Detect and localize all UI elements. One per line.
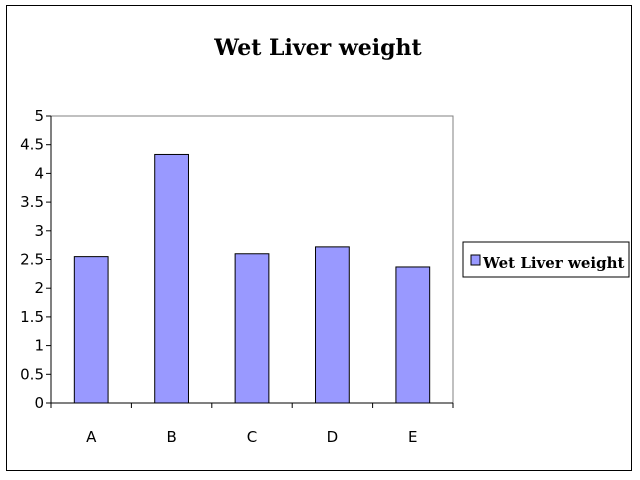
x-tick-label: A: [86, 428, 97, 446]
x-tick-label: D: [327, 428, 339, 446]
bars: [73, 153, 431, 404]
y-tick-label: 3.5: [20, 193, 44, 211]
legend-swatch: [470, 254, 481, 266]
x-tick-label: E: [408, 428, 417, 446]
legend-box: [462, 241, 630, 278]
y-tick-label: 1.5: [20, 308, 44, 326]
y-tick-label: 4: [34, 164, 44, 182]
x-tick-label: B: [166, 428, 176, 446]
y-tick-label: 0.5: [20, 365, 44, 383]
bar-a: [73, 256, 109, 404]
y-tick-label: 3: [34, 222, 44, 240]
y-tick-label: 2: [34, 279, 44, 297]
y-tick-label: 5: [34, 107, 44, 125]
y-tick-label: 2.5: [20, 251, 44, 269]
y-tick-label: 0: [34, 394, 44, 412]
bar-e: [395, 266, 431, 404]
bar-d: [315, 246, 350, 404]
bar-b: [154, 153, 189, 404]
x-axis-ticks: A B C D E: [50, 403, 454, 446]
x-tick-label: C: [247, 428, 257, 446]
legend-label: Wet Liver weight: [482, 254, 624, 272]
bar-c: [234, 253, 270, 404]
legend: Wet Liver weight: [462, 241, 630, 278]
y-tick-label: 1: [34, 337, 44, 355]
y-tick-label: 4.5: [20, 136, 44, 154]
y-axis-ticks: 0 0.5 1 1.5 2 2.5 3 3.5 4 4.5 5: [20, 107, 51, 412]
chart-title: Wet Liver weight: [213, 35, 422, 61]
